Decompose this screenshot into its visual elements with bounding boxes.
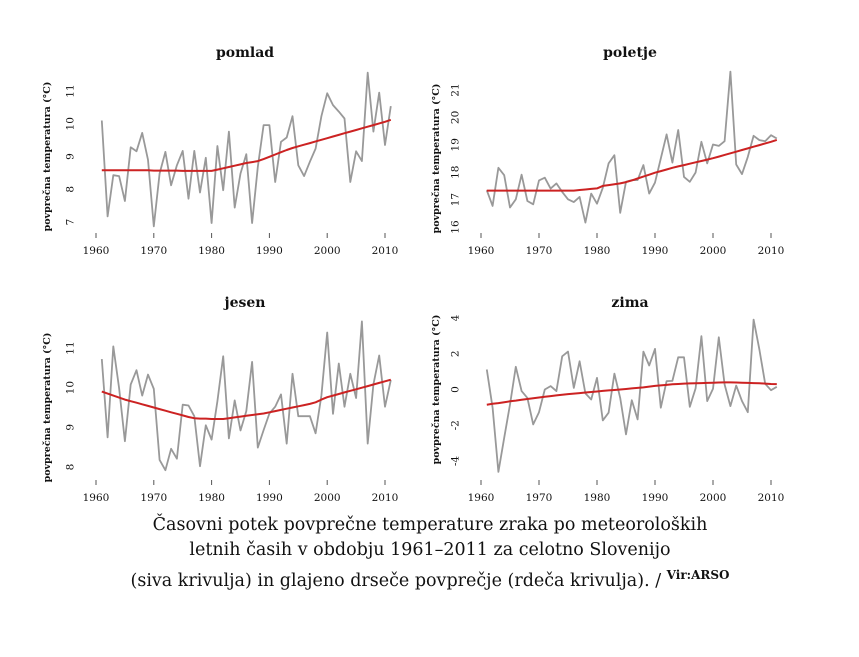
x-tick-label: 1980 [198, 492, 225, 504]
temperature-line [100, 71, 392, 228]
x-tick-label: 1990 [642, 245, 669, 257]
x-tick-label: 1960 [83, 245, 110, 257]
caption-source: Vir:ARSO [666, 568, 730, 582]
x-tick-label: 1990 [642, 492, 669, 504]
caption-line-2: letnih časih v obdobju 1961–2011 za celo… [189, 540, 671, 560]
x-tick-label: 1980 [584, 492, 611, 504]
caption-line-3: (siva krivulja) in glajeno drseče povpre… [130, 570, 662, 591]
x-tick-label: 1990 [256, 245, 283, 257]
y-tick-label: 9 [65, 424, 77, 431]
x-tick-label: 1960 [468, 492, 495, 504]
temperature-line [100, 320, 392, 472]
temperature-line [485, 70, 778, 224]
x-tick-label: 2010 [758, 492, 785, 504]
x-tick-label: 2010 [372, 492, 399, 504]
y-tick-label: 8 [65, 464, 77, 471]
y-tick-label: 11 [65, 341, 77, 354]
y-axis-label: povprečna temperatura (°C) [42, 82, 53, 232]
x-tick-label: 1990 [256, 492, 283, 504]
y-tick-label: 10 [65, 381, 77, 394]
y-tick-label: 0 [450, 386, 462, 393]
chart-title: poletje [603, 45, 657, 61]
x-tick-label: 2000 [700, 245, 727, 257]
chart-jesen: jesen povprečna temperatura (°C) 8 9 10 11 196… [42, 295, 398, 504]
chart-title: pomlad [216, 45, 274, 61]
y-tick-label: 8 [65, 186, 77, 193]
y-tick-label: -2 [450, 420, 462, 430]
x-tick-label: 1980 [198, 245, 225, 257]
y-tick-label: 16 [450, 220, 462, 234]
chart-zima: zima povprečna temperatura (°C) -4 -2 0 2 4 196… [431, 295, 784, 504]
x-tick-label: 2010 [372, 245, 399, 257]
y-tick-label: 2 [450, 350, 462, 357]
y-tick-label: -4 [450, 456, 462, 467]
x-tick-label: 2000 [314, 245, 341, 257]
x-tick-label: 2000 [700, 492, 727, 504]
y-tick-label: 20 [450, 111, 462, 124]
x-tick-label: 1970 [526, 492, 553, 504]
y-axis-label: povprečna temperatura (°C) [431, 315, 442, 465]
y-tick-label: 11 [65, 84, 77, 97]
figure-caption: Časovni potek povprečne temperature zrak… [60, 513, 800, 594]
x-tick-label: 1960 [468, 245, 495, 257]
chart-poletje: poletje povprečna temperatura (°C) 16 17 18 1… [431, 45, 784, 257]
smooth-line [486, 138, 778, 192]
y-tick-label: 21 [450, 83, 462, 96]
caption-line-1: Časovni potek povprečne temperature zrak… [152, 515, 708, 535]
x-tick-label: 1980 [584, 245, 611, 257]
y-tick-label: 18 [450, 166, 462, 179]
x-tick-label: 1970 [140, 245, 167, 257]
x-tick-label: 2010 [758, 245, 785, 257]
y-tick-label: 4 [450, 314, 462, 321]
chart-pomlad: pomlad povprečna temperatura (°C) 7 8 9 10 11 1… [42, 45, 398, 257]
temperature-line [485, 318, 778, 473]
y-axis-label: povprečna temperatura (°C) [42, 333, 53, 483]
chart-title: zima [611, 295, 648, 311]
y-tick-label: 17 [450, 193, 462, 206]
y-tick-label: 7 [65, 219, 77, 226]
y-tick-label: 10 [65, 117, 77, 130]
x-tick-label: 1970 [140, 492, 167, 504]
x-tick-label: 2000 [314, 492, 341, 504]
x-tick-label: 1960 [83, 492, 110, 504]
chart-title: jesen [223, 295, 266, 311]
y-axis-label: povprečna temperatura (°C) [431, 84, 442, 234]
y-tick-label: 19 [450, 138, 462, 151]
y-tick-label: 9 [65, 153, 77, 160]
x-tick-label: 1970 [526, 245, 553, 257]
